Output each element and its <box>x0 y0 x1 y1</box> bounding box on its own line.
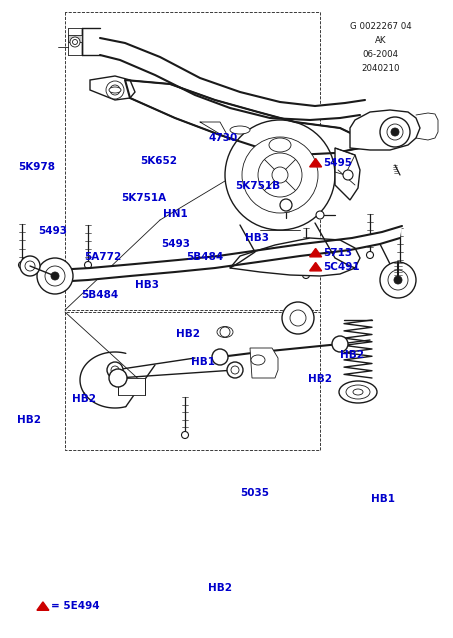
Text: HB2: HB2 <box>340 350 364 360</box>
Text: HB2: HB2 <box>17 415 41 425</box>
Text: 5B484: 5B484 <box>82 290 119 300</box>
Circle shape <box>37 258 73 294</box>
Text: 5C491: 5C491 <box>323 262 360 272</box>
Text: HB3: HB3 <box>135 279 159 290</box>
Circle shape <box>282 302 314 334</box>
Text: 5K652: 5K652 <box>140 156 178 167</box>
Circle shape <box>225 120 335 230</box>
Text: 2040210: 2040210 <box>361 64 400 73</box>
Text: HB2: HB2 <box>72 394 96 404</box>
Text: 5495: 5495 <box>323 158 352 168</box>
Polygon shape <box>68 35 82 42</box>
Polygon shape <box>100 38 365 120</box>
Ellipse shape <box>353 389 363 395</box>
Circle shape <box>280 199 292 211</box>
Polygon shape <box>90 76 135 100</box>
Ellipse shape <box>339 381 377 403</box>
Polygon shape <box>118 378 145 395</box>
Text: HN1: HN1 <box>163 209 188 219</box>
Circle shape <box>394 276 402 284</box>
Polygon shape <box>55 226 402 282</box>
Circle shape <box>19 262 25 269</box>
Text: 5K751A: 5K751A <box>121 193 167 203</box>
Polygon shape <box>37 602 49 611</box>
Text: HB1: HB1 <box>191 357 215 367</box>
Circle shape <box>258 153 302 197</box>
Polygon shape <box>310 248 322 257</box>
Text: 5K751B: 5K751B <box>236 181 281 191</box>
Text: 5K978: 5K978 <box>18 162 55 172</box>
Ellipse shape <box>217 327 233 338</box>
Circle shape <box>182 431 188 438</box>
Text: 5493: 5493 <box>161 239 190 249</box>
Text: 5035: 5035 <box>240 488 269 498</box>
Text: 5493: 5493 <box>39 226 67 236</box>
Polygon shape <box>230 238 360 276</box>
Polygon shape <box>310 158 322 167</box>
Polygon shape <box>250 348 278 378</box>
Circle shape <box>366 251 374 258</box>
Text: AK: AK <box>375 36 386 45</box>
Circle shape <box>242 137 318 213</box>
Ellipse shape <box>230 126 250 134</box>
Circle shape <box>20 256 40 276</box>
Polygon shape <box>125 80 365 155</box>
Text: = 5E494: = 5E494 <box>51 601 100 611</box>
Ellipse shape <box>109 87 121 93</box>
Circle shape <box>51 272 59 280</box>
Circle shape <box>303 272 309 279</box>
Circle shape <box>380 262 416 298</box>
Text: 5713: 5713 <box>323 248 353 258</box>
Polygon shape <box>335 148 360 200</box>
Text: 4730: 4730 <box>208 133 238 143</box>
Circle shape <box>316 211 324 219</box>
Polygon shape <box>350 110 420 150</box>
Text: HB3: HB3 <box>245 233 269 243</box>
Circle shape <box>85 262 92 269</box>
Circle shape <box>109 369 127 387</box>
Circle shape <box>106 81 124 99</box>
Text: HB2: HB2 <box>308 374 332 384</box>
Circle shape <box>391 128 399 136</box>
Circle shape <box>70 37 80 47</box>
Circle shape <box>380 117 410 147</box>
Circle shape <box>227 362 243 378</box>
Ellipse shape <box>346 385 370 399</box>
Text: 5A772: 5A772 <box>84 252 121 262</box>
Circle shape <box>332 336 348 352</box>
Circle shape <box>212 349 228 365</box>
Circle shape <box>396 265 404 272</box>
Circle shape <box>272 167 288 183</box>
Polygon shape <box>310 262 322 271</box>
Text: G 0022267 04: G 0022267 04 <box>350 22 411 31</box>
Text: HB1: HB1 <box>371 494 395 504</box>
Circle shape <box>343 170 353 180</box>
Text: 5B484: 5B484 <box>186 252 223 262</box>
Ellipse shape <box>251 355 265 365</box>
Text: 06-2004: 06-2004 <box>362 50 399 59</box>
Circle shape <box>107 362 123 378</box>
Text: HB2: HB2 <box>208 582 232 593</box>
Ellipse shape <box>269 138 291 152</box>
Text: HB2: HB2 <box>176 329 200 339</box>
